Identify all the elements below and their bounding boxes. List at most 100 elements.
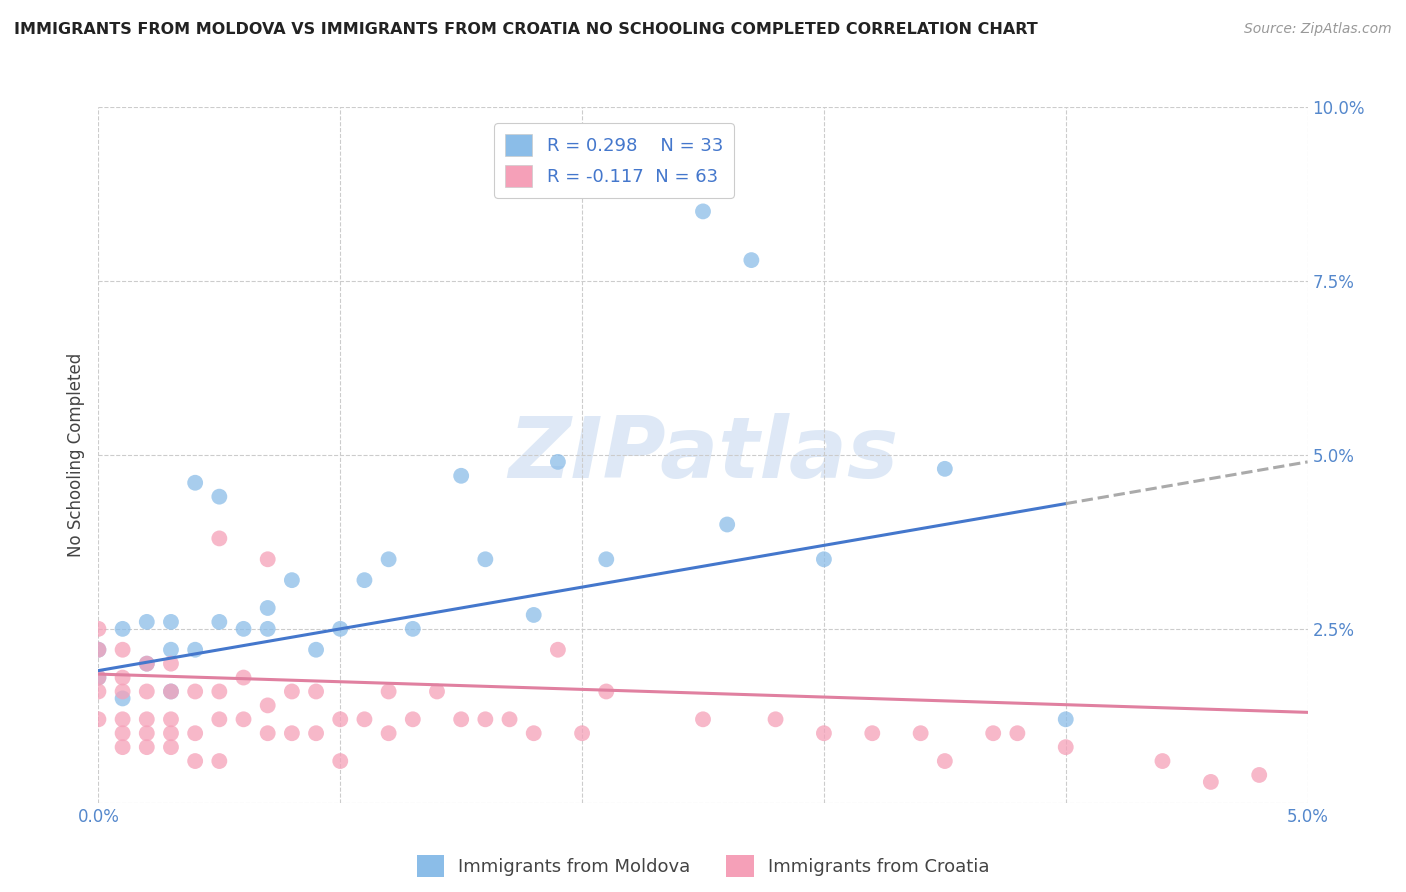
Point [111, 671, 134, 685]
Point [547, 642, 569, 657]
Point [1249, 768, 1271, 782]
Point [184, 754, 207, 768]
Point [208, 712, 231, 726]
Point [111, 740, 134, 755]
Point [232, 671, 254, 685]
Point [160, 657, 183, 671]
Point [256, 698, 278, 713]
Point [160, 740, 183, 755]
Point [329, 754, 352, 768]
Point [910, 726, 932, 740]
Point [87, 642, 110, 657]
Point [135, 726, 157, 740]
Point [111, 642, 134, 657]
Point [208, 532, 231, 546]
Point [87, 712, 110, 726]
Point [813, 552, 835, 566]
Point [329, 622, 352, 636]
Point [111, 726, 134, 740]
Point [208, 684, 231, 698]
Point [160, 712, 183, 726]
Point [87, 671, 110, 685]
Point [87, 671, 110, 685]
Point [1054, 740, 1077, 755]
Point [692, 712, 714, 726]
Point [111, 691, 134, 706]
Point [232, 622, 254, 636]
Point [305, 642, 328, 657]
Point [281, 726, 304, 740]
Point [402, 622, 425, 636]
Point [1007, 726, 1029, 740]
Point [256, 552, 278, 566]
Point [135, 712, 157, 726]
Point [256, 622, 278, 636]
Point [111, 712, 134, 726]
Point [474, 712, 496, 726]
Point [135, 657, 157, 671]
Point [377, 684, 399, 698]
Point [111, 622, 134, 636]
Point [692, 204, 714, 219]
Point [208, 490, 231, 504]
Point [813, 726, 835, 740]
Point [765, 712, 787, 726]
Point [160, 615, 183, 629]
Point [523, 726, 546, 740]
Point [1054, 712, 1077, 726]
Y-axis label: No Schooling Completed: No Schooling Completed [66, 353, 84, 557]
Point [1152, 754, 1174, 768]
Point [135, 684, 157, 698]
Point [305, 726, 328, 740]
Point [135, 740, 157, 755]
Point [87, 684, 110, 698]
Point [87, 642, 110, 657]
Point [329, 712, 352, 726]
Point [740, 253, 762, 268]
Point [1199, 775, 1222, 789]
Point [256, 601, 278, 615]
Point [208, 754, 231, 768]
Point [547, 455, 569, 469]
Point [232, 712, 254, 726]
Point [184, 726, 207, 740]
Point [981, 726, 1004, 740]
Point [256, 726, 278, 740]
Point [934, 462, 956, 476]
Point [184, 642, 207, 657]
Text: Source: ZipAtlas.com: Source: ZipAtlas.com [1244, 22, 1392, 37]
Point [450, 468, 472, 483]
Point [595, 552, 617, 566]
Point [402, 712, 425, 726]
Point [934, 754, 956, 768]
Point [353, 573, 375, 587]
Point [160, 684, 183, 698]
Point [87, 622, 110, 636]
Point [498, 712, 520, 726]
Legend: Immigrants from Moldova, Immigrants from Croatia: Immigrants from Moldova, Immigrants from… [409, 847, 997, 884]
Point [474, 552, 496, 566]
Point [450, 712, 472, 726]
Point [281, 684, 304, 698]
Point [716, 517, 738, 532]
Text: IMMIGRANTS FROM MOLDOVA VS IMMIGRANTS FROM CROATIA NO SCHOOLING COMPLETED CORREL: IMMIGRANTS FROM MOLDOVA VS IMMIGRANTS FR… [14, 22, 1038, 37]
Point [208, 615, 231, 629]
Point [377, 726, 399, 740]
Point [571, 726, 593, 740]
Point [160, 642, 183, 657]
Point [160, 684, 183, 698]
Point [281, 573, 304, 587]
Point [111, 684, 134, 698]
Point [860, 726, 883, 740]
Point [160, 726, 183, 740]
Point [523, 607, 546, 622]
Point [135, 615, 157, 629]
Point [426, 684, 449, 698]
Point [184, 475, 207, 490]
Point [305, 684, 328, 698]
Point [595, 684, 617, 698]
Point [135, 657, 157, 671]
Point [184, 684, 207, 698]
Point [377, 552, 399, 566]
Text: ZIPatlas: ZIPatlas [508, 413, 898, 497]
